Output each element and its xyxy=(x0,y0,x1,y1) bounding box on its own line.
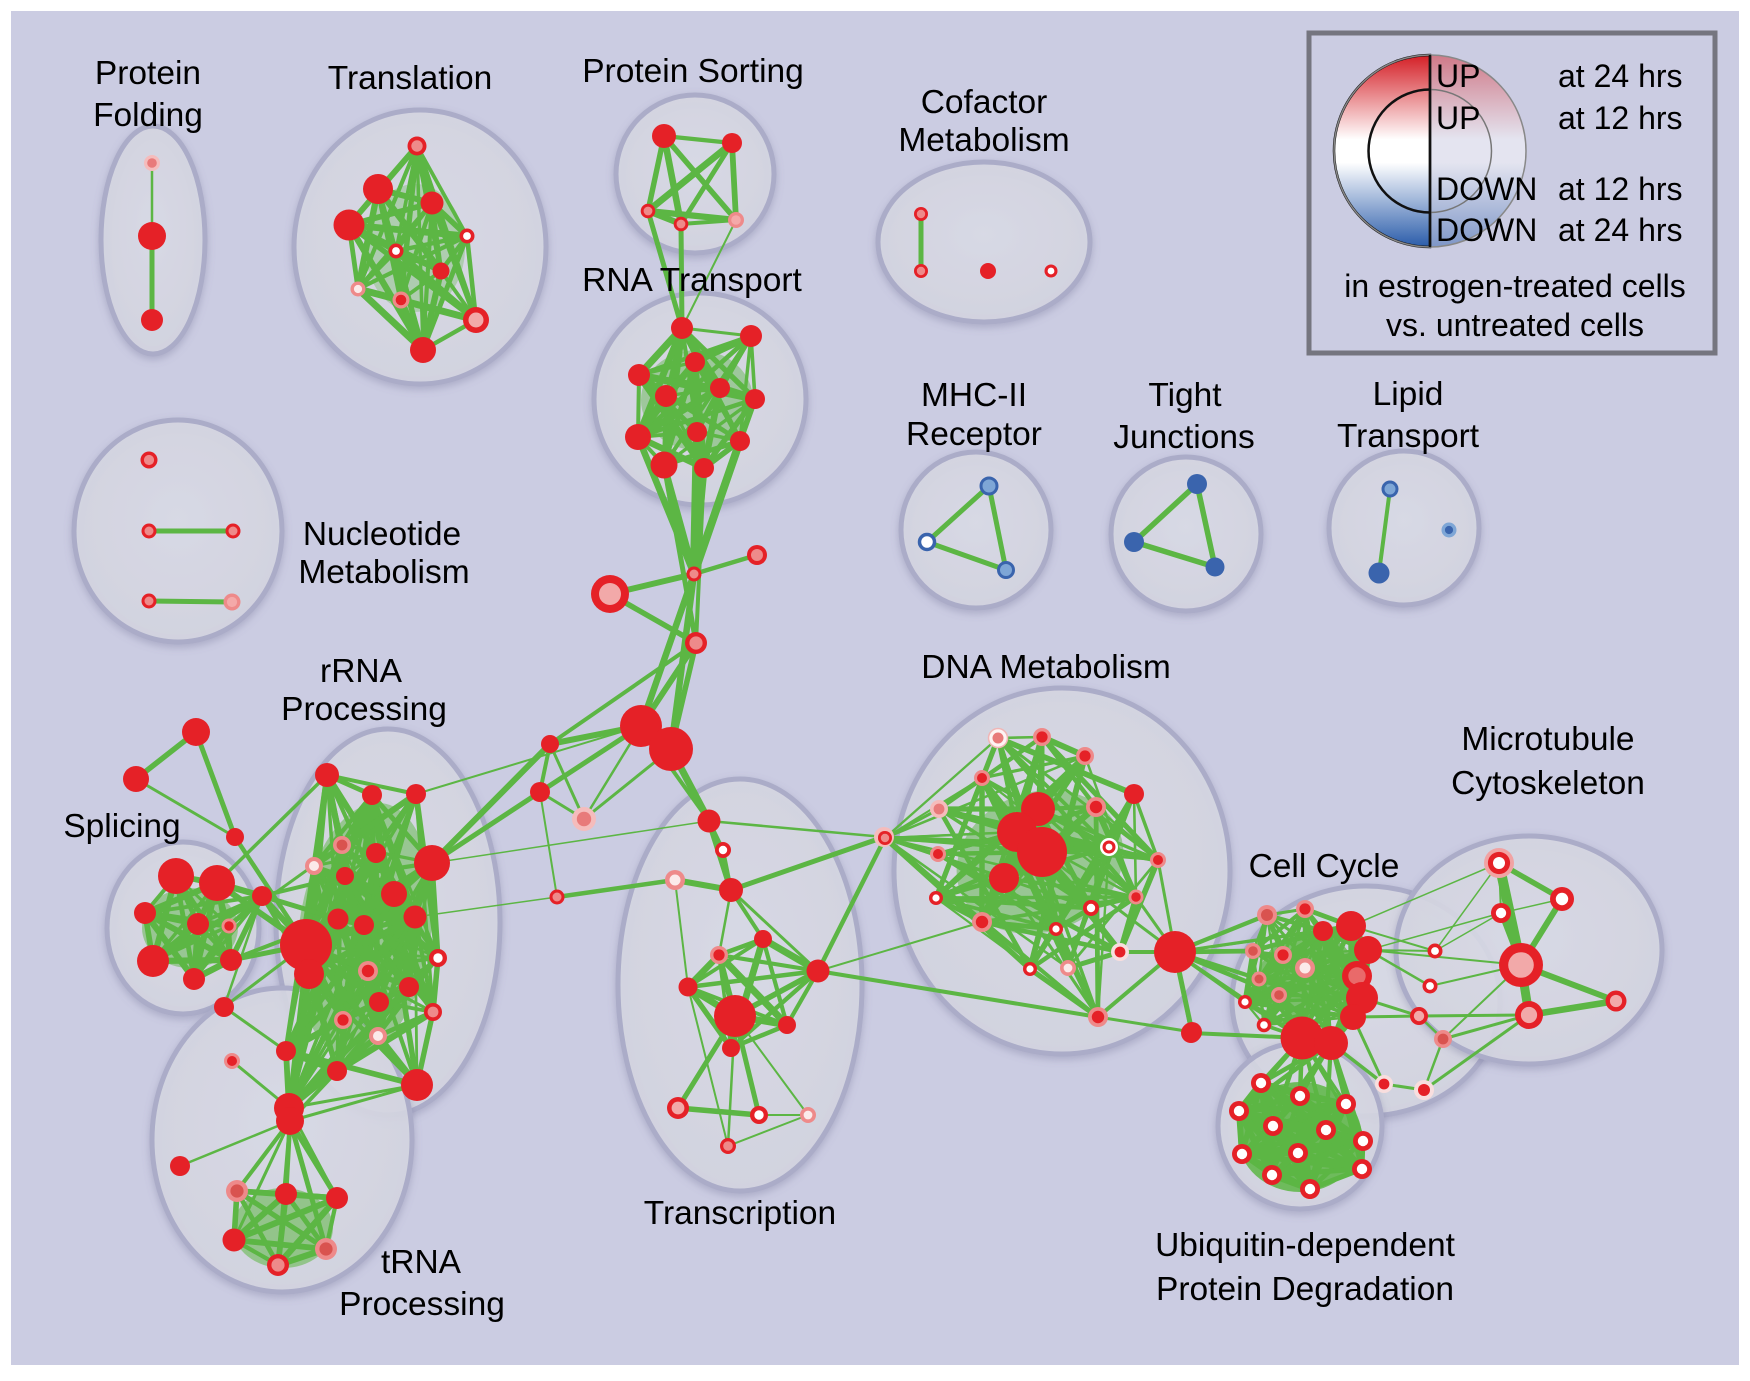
svg-text:Ubiquitin-dependent: Ubiquitin-dependent xyxy=(1155,1227,1456,1264)
svg-text:UP: UP xyxy=(1436,58,1480,94)
svg-text:Folding: Folding xyxy=(93,97,203,134)
svg-text:Cell Cycle: Cell Cycle xyxy=(1249,848,1400,885)
svg-text:Translation: Translation xyxy=(328,60,492,97)
svg-text:Junctions: Junctions xyxy=(1113,419,1255,456)
svg-text:Tight: Tight xyxy=(1148,377,1222,414)
svg-text:tRNA: tRNA xyxy=(381,1244,462,1281)
svg-text:MHC-II: MHC-II xyxy=(921,377,1027,414)
svg-text:rRNA: rRNA xyxy=(320,653,403,690)
svg-text:at 12 hrs: at 12 hrs xyxy=(1558,100,1683,136)
svg-text:Cytoskeleton: Cytoskeleton xyxy=(1451,765,1645,802)
svg-text:Splicing: Splicing xyxy=(63,808,180,845)
svg-text:at 24 hrs: at 24 hrs xyxy=(1558,58,1683,94)
svg-text:DNA Metabolism: DNA Metabolism xyxy=(921,649,1170,686)
svg-text:Protein: Protein xyxy=(95,55,201,92)
svg-text:Cofactor: Cofactor xyxy=(921,84,1048,121)
svg-text:Transport: Transport xyxy=(1337,418,1480,455)
svg-text:Metabolism: Metabolism xyxy=(898,122,1069,159)
svg-text:RNA Transport: RNA Transport xyxy=(582,262,802,299)
svg-text:Transcription: Transcription xyxy=(644,1195,836,1232)
svg-text:Microtubule: Microtubule xyxy=(1461,721,1634,758)
svg-text:in estrogen-treated cells: in estrogen-treated cells xyxy=(1344,268,1686,304)
svg-text:Processing: Processing xyxy=(339,1286,505,1323)
svg-text:Protein Sorting: Protein Sorting xyxy=(582,53,804,90)
svg-text:UP: UP xyxy=(1436,100,1480,136)
svg-text:Processing: Processing xyxy=(281,691,447,728)
svg-text:DOWN: DOWN xyxy=(1436,212,1537,248)
svg-text:vs. untreated cells: vs. untreated cells xyxy=(1386,307,1644,343)
svg-text:at 12 hrs: at 12 hrs xyxy=(1558,171,1683,207)
svg-text:Metabolism: Metabolism xyxy=(298,554,469,591)
svg-text:DOWN: DOWN xyxy=(1436,171,1537,207)
svg-text:Lipid: Lipid xyxy=(1373,376,1444,413)
svg-text:Protein Degradation: Protein Degradation xyxy=(1156,1271,1454,1308)
svg-text:at 24 hrs: at 24 hrs xyxy=(1558,212,1683,248)
svg-text:Receptor: Receptor xyxy=(906,416,1042,453)
svg-text:Nucleotide: Nucleotide xyxy=(303,516,461,553)
